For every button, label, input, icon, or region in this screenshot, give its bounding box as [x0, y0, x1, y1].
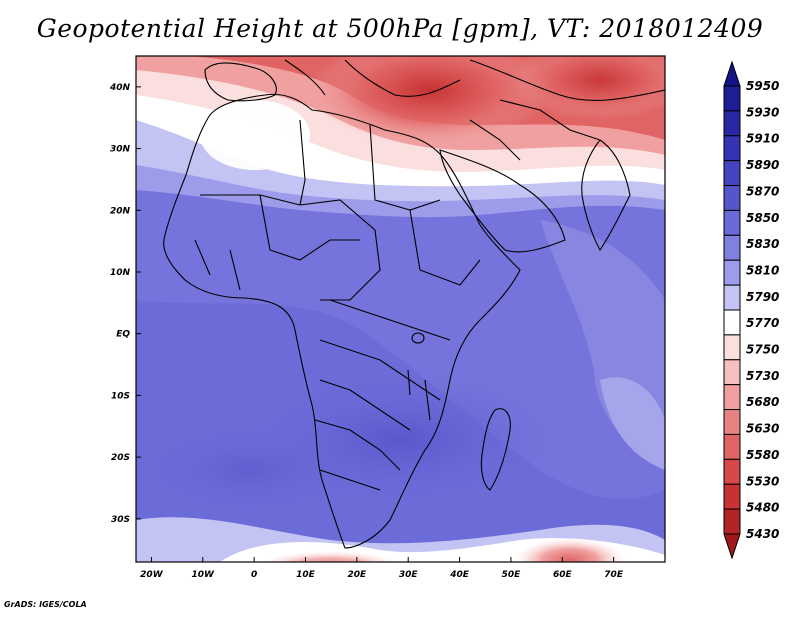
colorbar-swatch — [723, 309, 741, 336]
y-tick-label: 20S — [111, 453, 130, 463]
india-coastline — [581, 139, 631, 252]
colorbar-swatch — [723, 483, 741, 510]
colorbar-label: 5790 — [746, 290, 779, 304]
plot-frame — [135, 55, 666, 563]
colorbar-label: 5870 — [746, 184, 779, 198]
y-tick-label: 40N — [109, 83, 131, 93]
colorbar-swatch — [723, 209, 741, 236]
colorbar-label: 5580 — [746, 448, 779, 462]
colorbar-label: 5890 — [746, 158, 779, 172]
y-tick-label: 30S — [111, 515, 130, 525]
y-axis: 40N 30N 20N 10N EQ 10S 20S 30S — [109, 83, 141, 525]
coastlines-and-borders — [163, 59, 665, 549]
colorbar-swatch — [723, 384, 741, 411]
colorbar: 5950 5930 5910 5890 5870 5850 5830 5810 5790 5770… — [723, 60, 779, 560]
colorbar-swatch — [723, 334, 741, 361]
colorbar-label: 5850 — [746, 211, 779, 225]
colorbar-top-arrow — [723, 60, 741, 87]
colorbar-label: 5750 — [746, 343, 779, 357]
colorbar-swatch — [723, 160, 741, 187]
colorbar-label: 5810 — [746, 263, 779, 277]
madagascar-coastline — [480, 408, 511, 491]
africa-coastline — [163, 93, 521, 549]
colorbar-label: 5770 — [746, 316, 779, 330]
x-tick-label: 0 — [251, 570, 257, 580]
colorbar-label: 5910 — [746, 132, 779, 146]
arabia-coastline — [439, 149, 566, 253]
colorbar-label: 5480 — [746, 501, 779, 515]
x-tick-label: 20W — [140, 570, 164, 580]
x-axis: 20W 10W 0 10E 20E 30E 40E 50E 60E 70E — [140, 557, 624, 580]
y-tick-label: 30N — [110, 145, 131, 155]
colorbar-bottom-arrow — [723, 533, 741, 560]
colorbar-swatch — [723, 135, 741, 162]
x-tick-label: 10E — [296, 570, 316, 580]
colorbar-label: 5830 — [746, 237, 779, 251]
colorbar-swatch — [723, 284, 741, 311]
x-tick-label: 10W — [192, 570, 216, 580]
x-tick-label: 50E — [502, 570, 522, 580]
colorbar-swatch — [723, 185, 741, 211]
colorbar-swatch — [723, 458, 741, 485]
colorbar-label: 5930 — [746, 105, 779, 119]
chart-title: Geopotential Height at 500hPa [gpm], VT:… — [36, 14, 764, 43]
colorbar-swatch — [723, 508, 741, 535]
x-tick-label: 30E — [399, 570, 419, 580]
credit-label: GrADS: IGES/COLA — [4, 600, 87, 609]
y-tick-label: 10S — [111, 391, 130, 401]
europe-coastline — [204, 62, 277, 102]
colorbar-swatch — [723, 110, 741, 137]
y-tick-label: EQ — [116, 330, 130, 340]
x-tick-label: 70E — [604, 570, 624, 580]
x-tick-label: 20E — [348, 570, 368, 580]
colorbar-label: 5680 — [746, 395, 779, 409]
colorbar-label: 5630 — [746, 422, 779, 436]
height-field-shading — [136, 56, 665, 562]
y-tick-label: 10N — [110, 268, 131, 278]
y-tick-label: 20N — [110, 206, 131, 216]
colorbar-label: 5530 — [746, 474, 779, 488]
colorbar-swatch — [723, 409, 741, 435]
colorbar-label: 5430 — [746, 527, 779, 541]
colorbar-swatch — [723, 85, 741, 112]
colorbar-swatch — [723, 433, 741, 460]
colorbar-swatch — [723, 359, 741, 386]
colorbar-swatch — [723, 259, 741, 286]
x-tick-label: 60E — [553, 570, 573, 580]
colorbar-label: 5730 — [746, 369, 779, 383]
colorbar-label: 5950 — [746, 79, 779, 93]
x-tick-label: 40E — [449, 570, 470, 580]
colorbar-swatch — [723, 234, 741, 261]
